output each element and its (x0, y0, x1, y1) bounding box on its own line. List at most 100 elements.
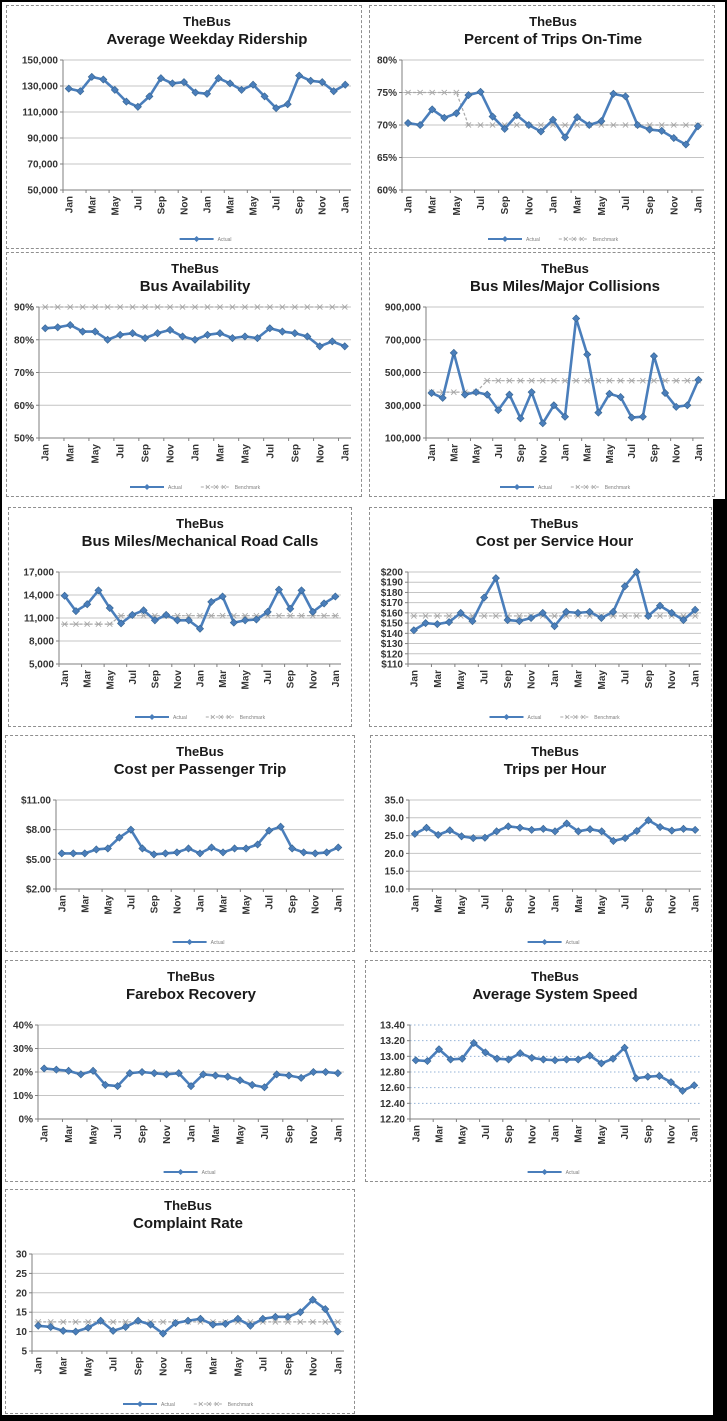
legend-label-actual: Actual (566, 940, 580, 946)
x-axis-tick-label: Jul (109, 1357, 120, 1372)
x-axis-tick-label: Jan (411, 1125, 422, 1142)
series-line (413, 570, 696, 632)
chart-panel-farebox-recovery: TheBus Farebox Recovery 40% 30% 20% 10% 0% Jan M… (5, 960, 355, 1182)
x-axis-tick-label: Nov (308, 670, 319, 689)
legend-label-actual: Actual (528, 715, 542, 721)
x-axis-tick-label: Jul (481, 1125, 492, 1140)
chart-panel-cost-per-service-hour: TheBus Cost per Service Hour $200 $190 $180 $… (369, 507, 712, 727)
x-axis-tick-label: Mar (219, 895, 230, 913)
x-axis-tick-label: Jan (196, 670, 207, 687)
x-axis-tick-label: Mar (83, 670, 94, 688)
legend: Actual (527, 1169, 580, 1176)
x-axis-tick-label: Mar (218, 670, 229, 688)
background-strip-right (713, 499, 725, 1419)
x-axis-tick-label: Jul (128, 670, 139, 685)
legend-marker-benchmark (206, 1401, 212, 1407)
y-axis-labels: 30 25 20 15 10 5 (16, 1250, 32, 1358)
x-axis-tick-label: Sep (290, 444, 301, 462)
legend-label-actual: Actual (538, 485, 552, 491)
legend-label-benchmark: Benchmark (593, 237, 619, 243)
x-axis-tick-label: Mar (434, 895, 445, 913)
legend-marker-actual (144, 484, 150, 490)
x-axis-tick-label: Jan (691, 670, 702, 687)
chart-canvas: TheBus Trips per Hour 35.0 30.0 25.0 20.0 15.0… (385, 744, 702, 946)
x-axis-tick-label: Jan (409, 670, 420, 687)
y-axis-tick-label: $170 (381, 598, 404, 609)
x-axis-tick-label: Mar (64, 1125, 75, 1143)
chart-canvas: TheBus Bus Availability 90% 80% 70% 60% 50% Jan… (14, 261, 352, 491)
legend: Actual Benchmark (488, 236, 619, 243)
y-axis-tick-label: 60% (377, 186, 397, 197)
y-axis-tick-label: 14,000 (23, 591, 54, 602)
y-axis-tick-label: 700,000 (385, 335, 422, 346)
x-axis-tick-label: Jul (620, 670, 631, 685)
y-axis-labels: 40% 30% 20% 10% 0% (13, 1021, 38, 1126)
y-axis-tick-label: 35.0 (385, 796, 405, 807)
x-axis-tick-label: Jan (427, 444, 438, 461)
x-axis-tick-label: Jul (494, 444, 505, 459)
y-axis-tick-label: $160 (381, 608, 404, 619)
x-axis-tick-label: May (105, 670, 116, 690)
x-axis-tick-label: Nov (527, 895, 538, 914)
x-axis-tick-label: May (457, 895, 468, 915)
x-axis-tick-label: May (452, 196, 463, 216)
x-axis-tick-label: Jan (184, 1357, 195, 1374)
chart-subtitle: Trips per Hour (504, 761, 607, 778)
y-axis-labels: 17,000 14,000 11,000 8,000 5,000 (23, 568, 59, 671)
y-axis-tick-label: $8.00 (26, 825, 51, 836)
x-axis-tick-label: Sep (156, 196, 167, 214)
x-axis-ticks (425, 438, 694, 441)
series-line (415, 1041, 695, 1093)
legend-label-actual: Actual (168, 485, 182, 491)
x-axis-tick-label: Nov (672, 444, 683, 463)
y-axis-labels: $200$190$180$170$160$150$140$130$120$110 (381, 568, 408, 671)
legend-marker-actual (177, 1169, 184, 1175)
series-markers (40, 1064, 342, 1092)
x-axis-tick-label: Jan (41, 444, 52, 461)
x-axis-tick-label: Jul (126, 895, 137, 910)
y-axis-tick-label: $11.00 (21, 796, 51, 807)
legend-marker-benchmark (571, 236, 577, 242)
y-axis-tick-label: 12.20 (380, 1115, 405, 1126)
x-axis-tick-label: Jan (40, 1125, 51, 1142)
legend-label-benchmark: Benchmark (228, 1402, 254, 1408)
legend-label-benchmark: Benchmark (240, 715, 266, 721)
y-axis-tick-label: 12.40 (380, 1099, 405, 1110)
chart-subtitle: Cost per Service Hour (476, 533, 634, 550)
x-axis-tick-label: Nov (538, 444, 549, 463)
x-axis-tick-label: May (605, 444, 616, 464)
y-axis-tick-label: 12.80 (380, 1068, 405, 1079)
x-axis-tick-label: Nov (179, 196, 190, 215)
x-axis-tick-label: Nov (667, 1125, 678, 1144)
x-axis-tick-label: Sep (516, 444, 527, 462)
x-axis-tick-label: Mar (573, 670, 584, 688)
x-axis-tick-label: Jan (334, 895, 345, 912)
x-axis-tick-label: Sep (149, 895, 160, 913)
x-axis-tick-label: Jan (551, 1125, 562, 1142)
x-axis-labels: Jan Mar May Jul Sep Nov Jan Mar May Jul Sep Nov Jan (60, 670, 342, 690)
x-axis-labels: Jan Mar May Jul Sep Nov Jan Mar May Jul Sep Nov Jan (40, 1125, 345, 1145)
x-axis-labels: Jan Mar May Jul Sep Nov Jan Mar May Jul Sep Nov Jan (41, 444, 352, 464)
x-axis-tick-label: Jan (551, 895, 562, 912)
x-axis-tick-label: Sep (649, 444, 660, 462)
gridlines (402, 59, 704, 158)
chart-title: TheBus (183, 14, 231, 29)
chart-canvas: TheBus Bus Miles/Major Collisions 900,000 7… (385, 261, 705, 491)
legend: Actual Benchmark (500, 484, 631, 491)
x-axis-tick-label: Jan (187, 1125, 198, 1142)
chart-title: TheBus (176, 744, 224, 759)
y-axis-tick-label: 13.40 (380, 1021, 405, 1032)
x-axis-tick-label: Nov (318, 196, 329, 215)
legend-label-actual: Actual (211, 940, 225, 946)
chart-title: TheBus (531, 969, 579, 984)
x-axis-tick-label: Mar (66, 444, 77, 462)
legend-label-actual: Actual (526, 237, 540, 243)
legend: Actual (172, 939, 225, 946)
y-axis-tick-label: 0% (19, 1115, 34, 1126)
chart-canvas: TheBus Complaint Rate 30 25 20 15 10 5 Jan Mar May… (16, 1198, 344, 1408)
y-axis-tick-label: 15 (16, 1308, 28, 1319)
chart-panel-trips-per-hour: TheBus Trips per Hour 35.0 30.0 25.0 20.0 15.0… (370, 735, 712, 952)
benchmark-line (64, 615, 336, 625)
x-axis-tick-label: Jan (64, 196, 75, 213)
y-axis-tick-label: 70,000 (27, 160, 58, 171)
